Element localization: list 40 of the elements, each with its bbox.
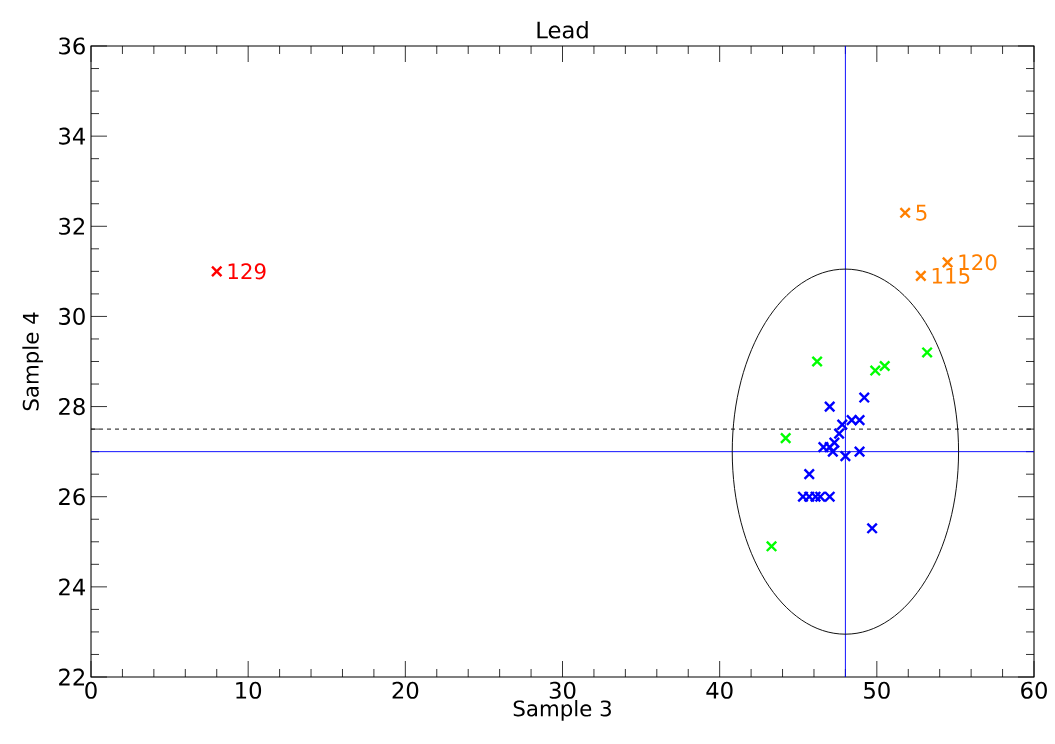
point (779, 432, 792, 445)
point (803, 468, 816, 481)
point (869, 364, 882, 377)
y-tick-label: 26 (59, 488, 85, 506)
x-tick-label: 50 (864, 681, 890, 699)
point (921, 346, 934, 359)
x-tick-label: 20 (392, 681, 419, 699)
annotation: 5 (916, 204, 927, 221)
x-tick-label: 0 (85, 681, 97, 699)
x-axis-title: Sample 3 (513, 700, 611, 721)
y-tick-label: 30 (59, 307, 85, 325)
point (836, 418, 849, 431)
y-axis-title: Sample 4 (22, 312, 43, 411)
y-tick-label: 28 (59, 397, 85, 416)
x-tick-label: 10 (236, 681, 262, 699)
y-tick-label: 24 (59, 578, 86, 596)
point (826, 445, 839, 458)
point (914, 269, 927, 282)
point (839, 450, 852, 463)
x-tick-label: 30 (549, 681, 576, 699)
y-tick-label: 34 (59, 127, 86, 145)
point (858, 391, 871, 404)
chart-title: Lead (537, 21, 588, 39)
point (765, 540, 778, 553)
point (811, 355, 824, 368)
point (866, 522, 879, 535)
annotation: 129 (228, 263, 266, 280)
point (828, 436, 841, 449)
point (833, 427, 846, 440)
y-tick-label: 36 (59, 37, 85, 55)
point (823, 400, 836, 413)
point (878, 360, 891, 372)
point (210, 265, 223, 278)
y-tick-label: 22 (59, 668, 85, 686)
point (853, 445, 866, 458)
x-tick-label: 60 (1021, 681, 1047, 699)
y-tick-label: 32 (59, 217, 85, 235)
point (941, 256, 954, 269)
point (899, 206, 912, 219)
x-tick-label: 40 (706, 681, 733, 699)
